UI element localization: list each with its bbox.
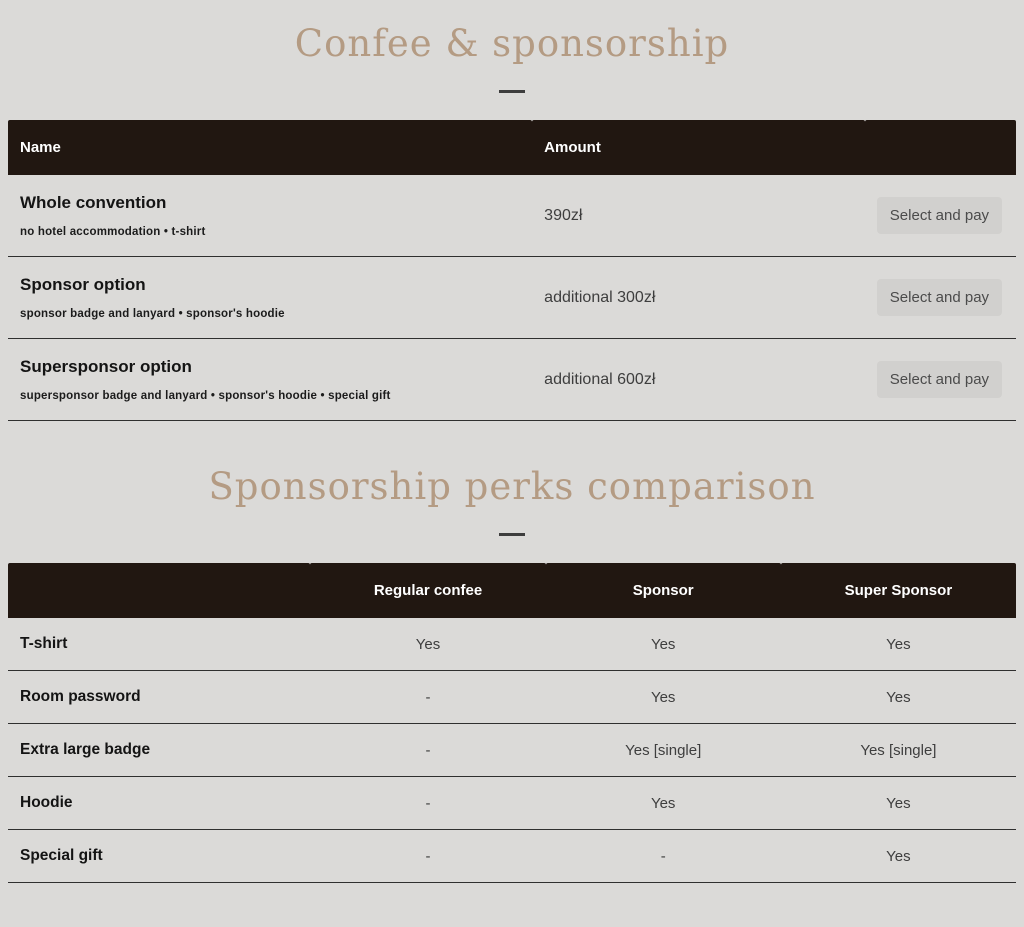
perk-name: Extra large badge	[8, 723, 311, 777]
pricing-row: Supersponsor option supersponsor badge an…	[8, 338, 1016, 421]
title-divider	[499, 533, 525, 536]
pricing-row: Whole convention no hotel accommodation •…	[8, 175, 1016, 257]
column-header-action	[864, 120, 1016, 175]
column-header-sponsor: Sponsor	[545, 563, 781, 618]
select-and-pay-button[interactable]: Select and pay	[876, 361, 1003, 398]
option-action-cell: Select and pay	[864, 175, 1016, 257]
perk-value: Yes	[545, 670, 781, 724]
perk-name: Hoodie	[8, 776, 311, 830]
column-header-super-sponsor: Super Sponsor	[780, 563, 1016, 618]
option-name: Supersponsor option	[20, 357, 192, 376]
perk-name: T-shirt	[8, 618, 311, 671]
option-name: Sponsor option	[20, 275, 146, 294]
perks-comparison-table: Regular confee Sponsor Super Sponsor T-s…	[8, 563, 1016, 883]
perk-value: Yes	[545, 618, 781, 671]
option-amount: additional 300zł	[532, 256, 865, 339]
column-header-perk	[8, 563, 311, 618]
option-name: Whole convention	[20, 193, 167, 212]
option-description: supersponsor badge and lanyard • sponsor…	[20, 390, 391, 402]
column-header-regular-confee: Regular confee	[310, 563, 546, 618]
perks-table-header-row: Regular confee Sponsor Super Sponsor	[8, 563, 1016, 618]
select-and-pay-button[interactable]: Select and pay	[876, 279, 1003, 316]
perk-name: Special gift	[8, 829, 311, 883]
perk-value: Yes	[780, 776, 1016, 830]
option-action-cell: Select and pay	[864, 338, 1016, 421]
pricing-table: Name Amount Whole convention no hotel acc…	[8, 120, 1016, 421]
title-divider	[499, 90, 525, 93]
option-amount: 390zł	[532, 175, 865, 257]
perk-row: Hoodie - Yes Yes	[8, 776, 1016, 830]
perk-row: Room password - Yes Yes	[8, 670, 1016, 724]
perk-value: -	[545, 829, 781, 883]
option-name-cell: Supersponsor option supersponsor badge an…	[8, 338, 533, 421]
perk-value: Yes	[545, 776, 781, 830]
perk-value: -	[310, 776, 546, 830]
perk-value: Yes	[780, 670, 1016, 724]
option-action-cell: Select and pay	[864, 256, 1016, 339]
perk-value: Yes [single]	[545, 723, 781, 777]
perk-value: Yes	[780, 618, 1016, 671]
perk-value: -	[310, 670, 546, 724]
perks-section-title: Sponsorship perks comparison	[208, 465, 816, 508]
perk-name: Room password	[8, 670, 311, 724]
perk-value: -	[310, 829, 546, 883]
perk-value: Yes [single]	[780, 723, 1016, 777]
perk-value: Yes	[310, 618, 546, 671]
pricing-row: Sponsor option sponsor badge and lanyard …	[8, 256, 1016, 339]
option-name-cell: Whole convention no hotel accommodation •…	[8, 175, 533, 257]
select-and-pay-button[interactable]: Select and pay	[876, 197, 1003, 234]
pricing-section-title: Confee & sponsorship	[294, 22, 730, 65]
perk-value: -	[310, 723, 546, 777]
column-header-amount: Amount	[532, 120, 865, 175]
option-description: no hotel accommodation • t-shirt	[20, 226, 206, 238]
perk-row: Special gift - - Yes	[8, 829, 1016, 883]
option-name-cell: Sponsor option sponsor badge and lanyard …	[8, 256, 533, 339]
perk-row: Extra large badge - Yes [single] Yes [singl…	[8, 723, 1016, 777]
perk-row: T-shirt Yes Yes Yes	[8, 618, 1016, 671]
perk-value: Yes	[780, 829, 1016, 883]
option-description: sponsor badge and lanyard • sponsor's ho…	[20, 308, 285, 320]
option-amount: additional 600zł	[532, 338, 865, 421]
pricing-table-header-row: Name Amount	[8, 120, 1016, 175]
column-header-name: Name	[8, 120, 533, 175]
